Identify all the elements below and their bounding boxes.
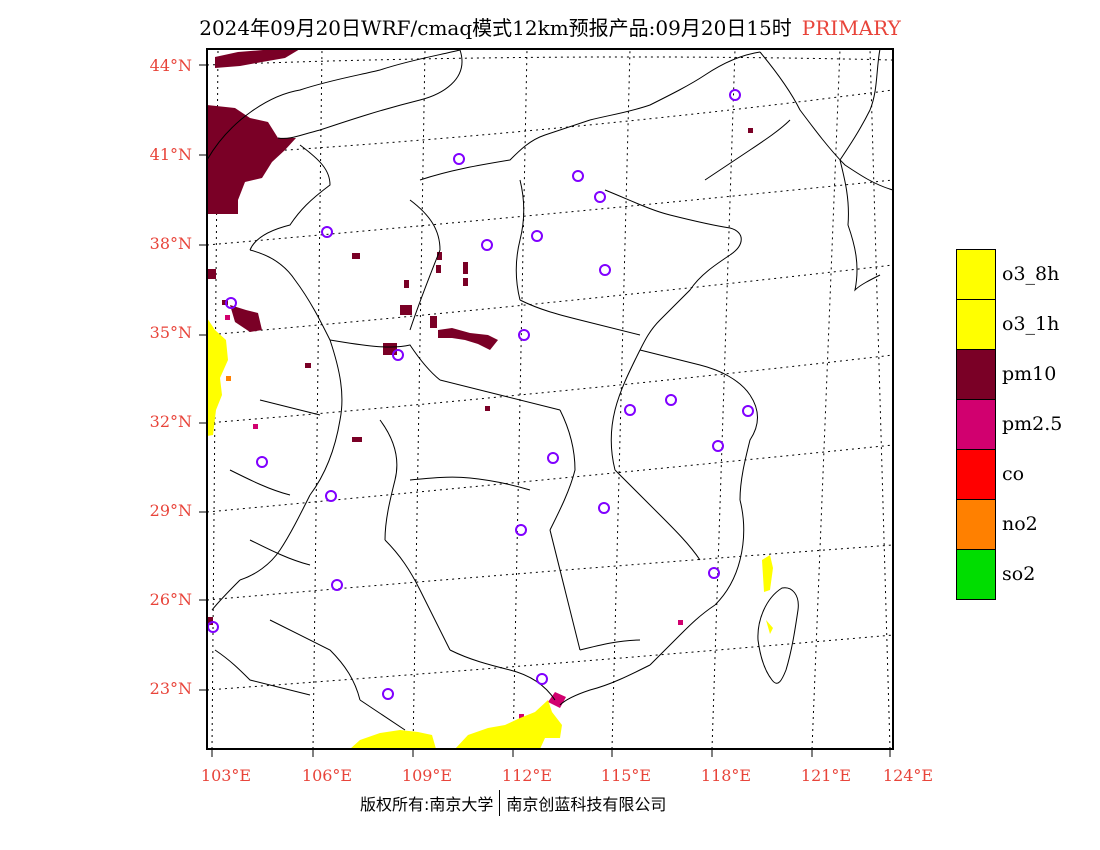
lon-label-115e: 115°E — [600, 766, 652, 785]
coast-northeast — [839, 49, 881, 292]
legend-swatch — [956, 399, 996, 450]
pm10-areas — [207, 49, 753, 625]
lat-label-26n: 26°N — [149, 590, 192, 609]
legend-label: pm2.5 — [1002, 413, 1063, 435]
legend-label: pm10 — [1002, 363, 1057, 385]
legend-swatch — [956, 349, 996, 400]
legend-label: o3_1h — [1002, 313, 1060, 335]
title-primary-tag: PRIMARY — [801, 16, 901, 40]
lon-label-109e: 109°E — [401, 766, 453, 785]
no2-areas — [226, 376, 231, 381]
bottom-ticks — [211, 749, 891, 757]
lat-label-44n: 44°N — [149, 56, 192, 75]
title-main: 2024年09月20日WRF/cmaq模式12km预报产品:09月20日15时 — [199, 16, 792, 40]
map-title: 2024年09月20日WRF/cmaq模式12km预报产品:09月20日15时 P… — [0, 12, 1100, 41]
legend-swatch — [956, 549, 996, 600]
station-markers — [207, 89, 754, 700]
lon-label-121e: 121°E — [800, 766, 852, 785]
lat-label-23n: 23°N — [149, 679, 192, 698]
copyright-right: 南京创蓝科技有限公司 — [506, 795, 667, 814]
legend-label: so2 — [1002, 563, 1036, 585]
copyright-divider — [499, 790, 501, 816]
legend-swatch — [956, 499, 996, 550]
boundaries — [207, 49, 893, 731]
legend-swatch — [956, 249, 996, 300]
lon-label-124e: 124°E — [882, 766, 934, 785]
lon-label-106e: 106°E — [301, 766, 353, 785]
left-ticks — [199, 64, 207, 691]
map-frame — [206, 48, 894, 750]
copyright-footer: 版权所有:南京大学 南京创蓝科技有限公司 — [360, 790, 666, 816]
legend-swatch — [956, 299, 996, 350]
copyright-left: 版权所有:南京大学 — [360, 795, 494, 814]
legend-label: no2 — [1002, 513, 1038, 535]
lat-label-29n: 29°N — [149, 501, 192, 520]
lon-label-112e: 112°E — [501, 766, 553, 785]
lat-label-32n: 32°N — [149, 412, 192, 431]
o3-areas — [207, 318, 773, 749]
latitude-gridlines — [207, 56, 893, 691]
lon-label-103e: 103°E — [200, 766, 252, 785]
taiwan-outline — [757, 587, 799, 684]
lon-label-118e: 118°E — [700, 766, 752, 785]
legend-swatch — [956, 449, 996, 500]
lat-label-41n: 41°N — [149, 145, 192, 164]
legend-label: o3_8h — [1002, 263, 1060, 285]
lat-label-35n: 35°N — [149, 323, 192, 342]
lat-label-38n: 38°N — [149, 234, 192, 253]
legend-label: co — [1002, 463, 1025, 485]
